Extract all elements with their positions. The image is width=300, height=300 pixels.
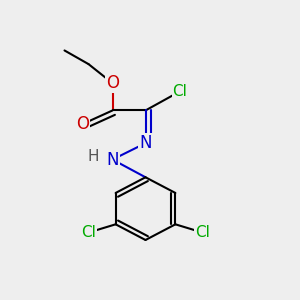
Text: Cl: Cl (81, 225, 96, 240)
Text: N: N (106, 151, 119, 169)
Text: O: O (106, 74, 119, 92)
Text: Cl: Cl (172, 84, 188, 99)
Text: H: H (87, 149, 99, 164)
Text: N: N (139, 134, 152, 152)
Text: O: O (76, 115, 89, 133)
Text: Cl: Cl (195, 225, 210, 240)
